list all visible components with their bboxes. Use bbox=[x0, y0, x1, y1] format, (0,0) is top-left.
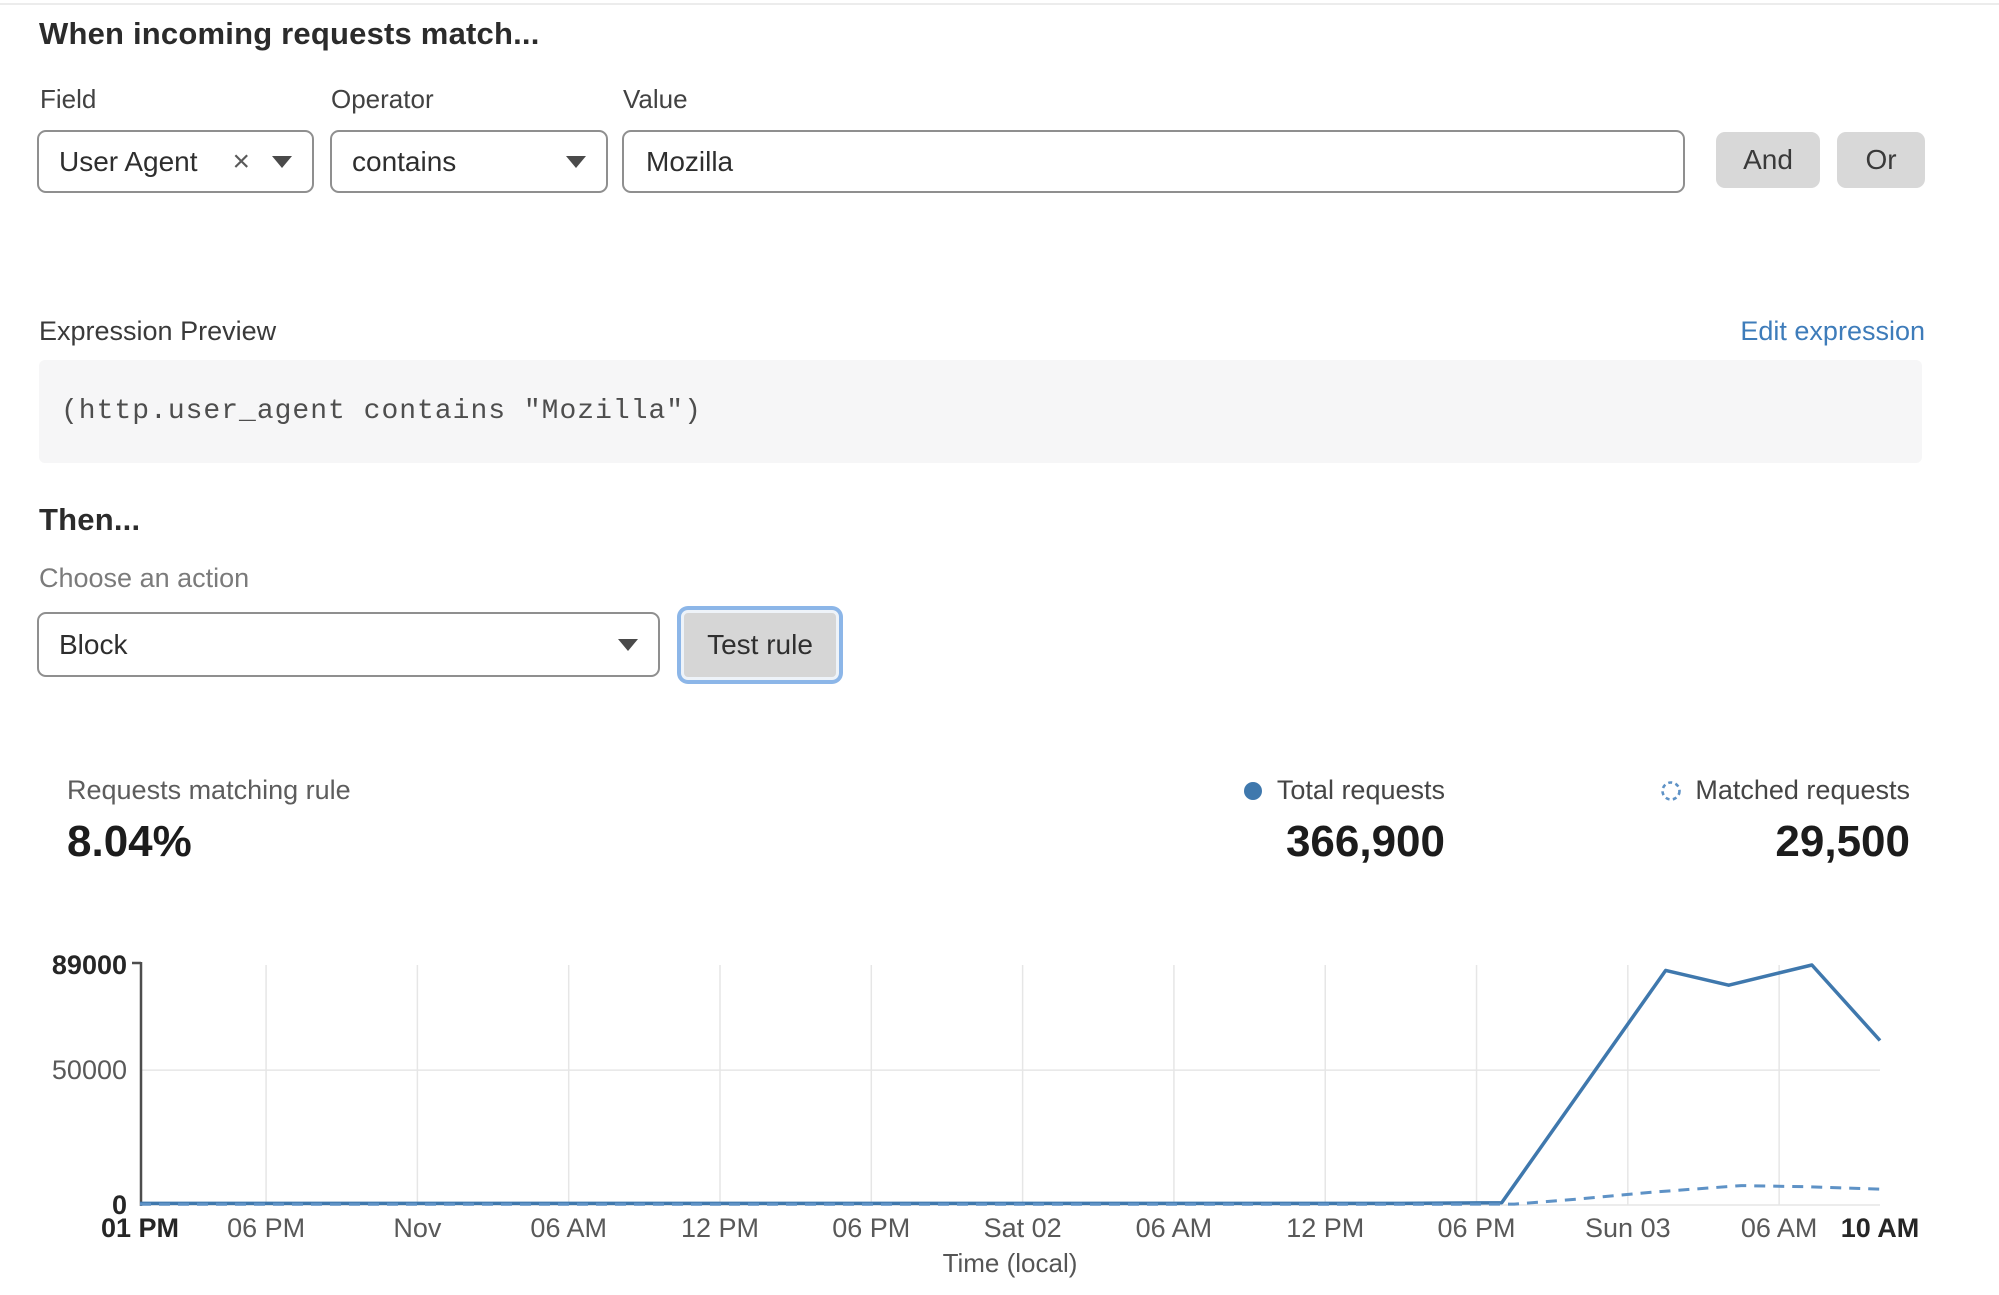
chevron-down-icon bbox=[566, 155, 586, 168]
operator-select-value: contains bbox=[352, 145, 457, 177]
field-select[interactable]: User Agent × bbox=[37, 130, 314, 193]
stat-total-value: 366,900 bbox=[1285, 817, 1445, 866]
value-label: Value bbox=[623, 84, 688, 114]
stat-matched-requests: Matched requests 29,500 bbox=[1659, 775, 1910, 864]
svg-text:12 PM: 12 PM bbox=[681, 1213, 759, 1243]
svg-text:Time (local): Time (local) bbox=[943, 1248, 1078, 1278]
test-rule-button[interactable]: Test rule bbox=[681, 610, 839, 680]
chevron-down-icon bbox=[272, 155, 292, 168]
and-button[interactable]: And bbox=[1716, 132, 1820, 188]
value-input[interactable] bbox=[622, 130, 1685, 193]
matched-requests-legend-dashed-circle-icon bbox=[1661, 780, 1682, 801]
svg-text:06 PM: 06 PM bbox=[1437, 1213, 1515, 1243]
stat-matching-value: 8.04% bbox=[67, 817, 192, 866]
stat-requests-matching: Requests matching rule 8.04% bbox=[67, 775, 351, 864]
operator-label: Operator bbox=[331, 84, 434, 114]
chevron-down-icon bbox=[618, 638, 638, 651]
match-heading: When incoming requests match... bbox=[39, 16, 540, 51]
expression-code: (http.user_agent contains "Mozilla") bbox=[61, 396, 702, 427]
svg-text:06 AM: 06 AM bbox=[530, 1213, 607, 1243]
svg-text:Sun 03: Sun 03 bbox=[1585, 1213, 1671, 1243]
svg-text:0: 0 bbox=[112, 1190, 127, 1220]
svg-text:06 PM: 06 PM bbox=[832, 1213, 910, 1243]
svg-text:10 AM: 10 AM bbox=[1841, 1213, 1920, 1243]
operator-select[interactable]: contains bbox=[330, 130, 608, 193]
edit-expression-link[interactable]: Edit expression bbox=[1740, 316, 1925, 346]
total-requests-legend-dot-icon bbox=[1243, 781, 1262, 800]
field-label: Field bbox=[40, 84, 97, 114]
action-select[interactable]: Block bbox=[37, 612, 660, 677]
stat-total-label: Total requests bbox=[1276, 775, 1445, 805]
clear-icon[interactable]: × bbox=[232, 144, 250, 178]
requests-line-chart: 0 50000 89000 01 PM 06 PM Nov 06 AM 12 PM 06 PM S… bbox=[52, 950, 1920, 1278]
action-select-value: Block bbox=[59, 628, 128, 660]
top-divider bbox=[0, 3, 1999, 5]
choose-action-label: Choose an action bbox=[39, 563, 250, 593]
field-select-value: User Agent bbox=[59, 145, 198, 177]
or-button[interactable]: Or bbox=[1837, 132, 1925, 188]
expression-preview-label: Expression Preview bbox=[39, 316, 277, 346]
svg-text:06 AM: 06 AM bbox=[1136, 1213, 1213, 1243]
svg-text:01 PM: 01 PM bbox=[101, 1213, 179, 1243]
expression-code-box: (http.user_agent contains "Mozilla") bbox=[39, 360, 1922, 463]
stat-matched-value: 29,500 bbox=[1775, 817, 1910, 866]
stat-matched-label: Matched requests bbox=[1695, 775, 1910, 805]
svg-text:06 AM: 06 AM bbox=[1741, 1213, 1818, 1243]
svg-text:Nov: Nov bbox=[393, 1213, 442, 1243]
then-heading: Then... bbox=[39, 502, 141, 537]
svg-text:12 PM: 12 PM bbox=[1286, 1213, 1364, 1243]
svg-text:Sat 02: Sat 02 bbox=[984, 1213, 1062, 1243]
stat-total-requests: Total requests 366,900 bbox=[1241, 775, 1445, 864]
svg-text:50000: 50000 bbox=[52, 1055, 127, 1085]
stat-matching-label: Requests matching rule bbox=[67, 775, 351, 805]
svg-text:06 PM: 06 PM bbox=[227, 1213, 305, 1243]
svg-text:89000: 89000 bbox=[52, 950, 127, 980]
